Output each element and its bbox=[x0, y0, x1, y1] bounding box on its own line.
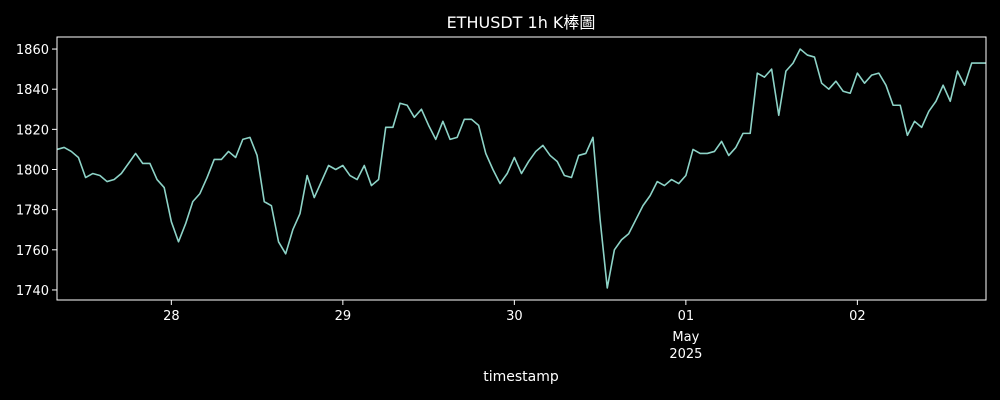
y-tick-label: 1780 bbox=[16, 204, 49, 219]
y-tick-label: 1800 bbox=[16, 164, 49, 179]
x-tick-label: 30 bbox=[506, 309, 523, 324]
plot-frame bbox=[56, 36, 987, 301]
y-tick-label: 1760 bbox=[16, 244, 49, 259]
y-tick-label: 1740 bbox=[16, 284, 49, 299]
y-tick-label: 1860 bbox=[16, 43, 49, 58]
x-tick-label: 01 bbox=[678, 309, 695, 324]
x-tick-sublabel: 2025 bbox=[669, 347, 702, 362]
x-tick-sublabel: May bbox=[672, 330, 699, 345]
x-axis: 28 29 30 01 May 2025 02 bbox=[163, 300, 866, 362]
y-tick-label: 1840 bbox=[16, 83, 49, 98]
x-tick-label: 02 bbox=[849, 309, 866, 324]
x-tick-label: 28 bbox=[163, 309, 180, 324]
y-tick-label: 1820 bbox=[16, 123, 49, 138]
y-axis: 1740 1760 1780 1800 1820 1840 1860 bbox=[16, 43, 57, 299]
x-tick-label: 29 bbox=[335, 309, 352, 324]
x-axis-label: timestamp bbox=[483, 369, 559, 385]
chart-title: ETHUSDT 1h K棒圖 bbox=[447, 13, 596, 32]
